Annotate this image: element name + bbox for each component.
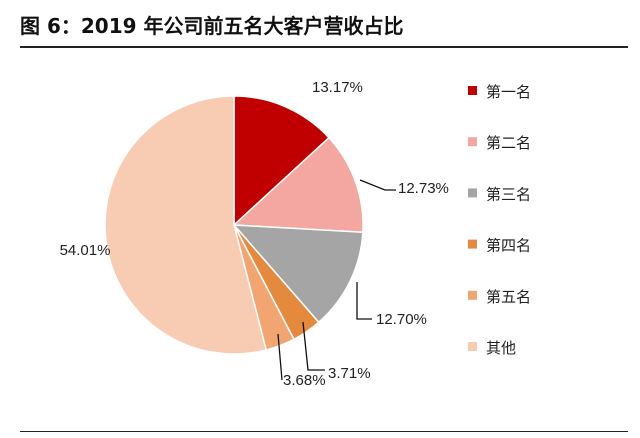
legend-swatch-2 — [468, 137, 477, 147]
leader-line-2 — [359, 179, 396, 191]
legend-label-6: 其他 — [486, 339, 516, 357]
leader-line-3 — [356, 282, 372, 320]
data-label-4: 3.71% — [328, 365, 371, 382]
legend-swatch-3 — [468, 188, 477, 198]
data-label-5: 3.68% — [283, 372, 326, 389]
pie-slice-1 — [233, 95, 331, 227]
legend-swatch-6 — [468, 342, 477, 351]
chart-title: 图 6：2019 年公司前五名大客户营收占比 — [20, 14, 404, 38]
leader-line-5 — [277, 333, 283, 381]
pie-slice-6 — [104, 95, 268, 355]
legend-label-2: 第二名 — [486, 134, 531, 152]
leader-line-4 — [302, 321, 325, 371]
pie-slice-2 — [232, 136, 364, 234]
title-rule — [20, 46, 628, 48]
data-label-6: 54.01% — [60, 242, 111, 259]
data-label-2: 12.73% — [398, 180, 449, 197]
data-label-3: 12.70% — [376, 311, 427, 328]
legend-swatch-4 — [468, 239, 477, 249]
legend-swatch-5 — [468, 290, 477, 300]
legend-label-5: 第五名 — [486, 288, 531, 306]
data-label-1: 13.17% — [312, 79, 363, 96]
bottom-rule — [20, 431, 628, 432]
legend-swatch-1 — [468, 86, 477, 95]
legend-label-3: 第三名 — [486, 185, 531, 203]
legend-label-1: 第一名 — [486, 83, 531, 101]
pie-slice-3 — [232, 224, 364, 324]
legend-label-4: 第四名 — [486, 237, 531, 255]
